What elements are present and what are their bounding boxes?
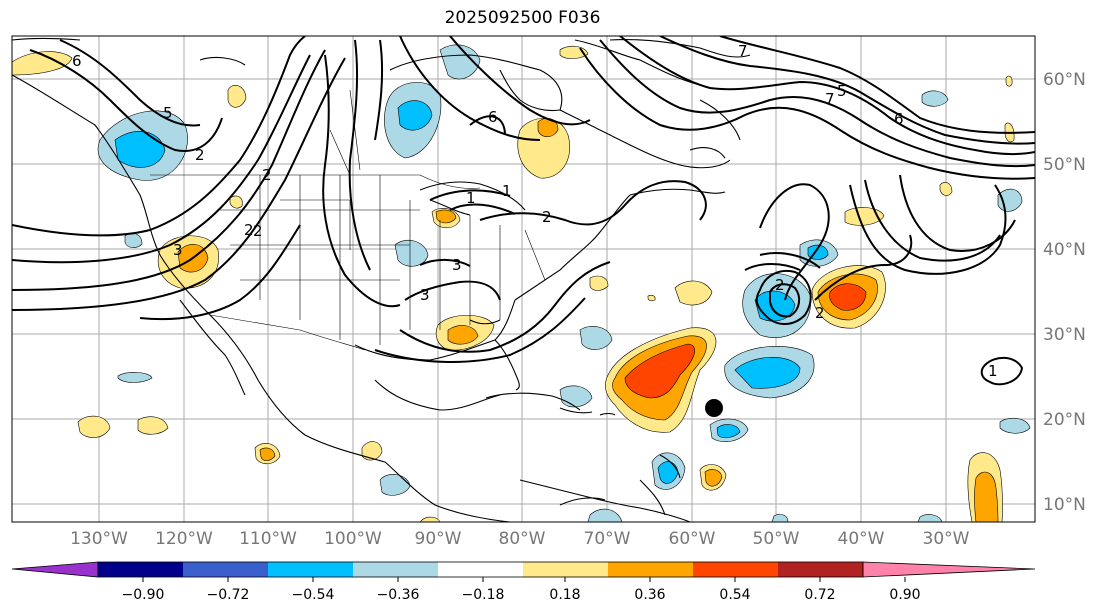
longitude-label: 130°W xyxy=(70,529,128,549)
longitude-labels: 130°W 120°W 110°W 100°W 90°W 80°W 70°W 6… xyxy=(70,529,970,549)
contour-labels: 6 5 2 2 1 3 3 2 2 7 6 6 5 7 1 2 3 2 2 1 xyxy=(72,42,998,380)
colorbar-segment xyxy=(183,562,268,577)
contour-label: 2 xyxy=(253,222,263,240)
longitude-label: 120°W xyxy=(155,529,213,549)
colorbar-tick-label: −0.90 xyxy=(122,587,165,603)
colorbar-tick-label: 0.72 xyxy=(804,587,835,603)
contour-label: 3 xyxy=(420,286,430,304)
longitude-label: 40°W xyxy=(838,529,885,549)
contour-label: 2 xyxy=(262,166,272,184)
colorbar-extend-right xyxy=(863,562,1035,577)
longitude-label: 110°W xyxy=(239,529,297,549)
latitude-labels: 60°N 50°N 40°N 30°N 20°N 10°N xyxy=(1043,70,1086,515)
longitude-label: 100°W xyxy=(324,529,382,549)
contour-label: 2 xyxy=(542,208,552,226)
colorbar-tick-label: −0.36 xyxy=(377,587,420,603)
colorbar-segment xyxy=(353,562,438,577)
colorbar: −0.90 −0.72 −0.54 −0.36 −0.18 0.18 0.36 … xyxy=(11,561,1036,603)
colorbar-segment xyxy=(98,562,183,577)
contour-label: 5 xyxy=(837,82,847,100)
contour-label: 3 xyxy=(173,241,183,259)
colorbar-segment xyxy=(523,562,608,577)
contour-label: 5 xyxy=(163,104,173,122)
longitude-label: 80°W xyxy=(499,529,546,549)
contour-label: 6 xyxy=(72,52,82,70)
contour-label: 3 xyxy=(452,256,462,274)
colorbar-segment xyxy=(693,562,778,577)
latitude-label: 50°N xyxy=(1043,155,1086,175)
contour-label: 2 xyxy=(775,276,785,294)
contour-label: 7 xyxy=(738,42,748,60)
colorbar-tick-label: −0.54 xyxy=(292,587,335,603)
colorbar-tick-label: −0.18 xyxy=(462,587,505,603)
latitude-label: 30°N xyxy=(1043,325,1086,345)
contour-label: 7 xyxy=(825,90,835,108)
map-frame xyxy=(11,35,1036,523)
longitude-label: 90°W xyxy=(415,529,462,549)
contour-label: 6 xyxy=(488,108,498,126)
contour-label: 6 xyxy=(894,110,904,128)
contour-label: 2 xyxy=(244,221,254,239)
political-borders xyxy=(150,89,546,351)
colorbar-segment xyxy=(778,562,863,577)
contour-label: 2 xyxy=(815,304,825,322)
colorbar-tick-label: −0.72 xyxy=(207,587,250,603)
latitude-label: 60°N xyxy=(1043,70,1086,90)
storm-center-marker xyxy=(705,399,723,417)
longitude-label: 60°W xyxy=(669,529,716,549)
colorbar-tick-label: 0.90 xyxy=(889,587,920,603)
colorbar-tick-label: 0.18 xyxy=(549,587,580,603)
colorbar-extend-left xyxy=(11,561,99,578)
contour-label: 1 xyxy=(988,362,998,380)
latitude-label: 40°N xyxy=(1043,240,1086,260)
colorbar-segment xyxy=(268,562,353,577)
latitude-label: 10°N xyxy=(1043,495,1086,515)
contour-label: 2 xyxy=(195,146,205,164)
colorbar-tick-label: 0.36 xyxy=(634,587,665,603)
colorbar-segment xyxy=(438,562,523,577)
contour-label: 1 xyxy=(466,189,476,207)
longitude-label: 30°W xyxy=(923,529,970,549)
longitude-label: 70°W xyxy=(584,529,631,549)
contour-label: 1 xyxy=(502,182,512,200)
colorbar-tick-label: 0.54 xyxy=(719,587,750,603)
map-title: 2025092500 F036 xyxy=(444,8,601,28)
colorbar-segment xyxy=(608,562,693,577)
height-contours xyxy=(12,36,1035,386)
latitude-label: 20°N xyxy=(1043,410,1086,430)
longitude-label: 50°W xyxy=(753,529,800,549)
